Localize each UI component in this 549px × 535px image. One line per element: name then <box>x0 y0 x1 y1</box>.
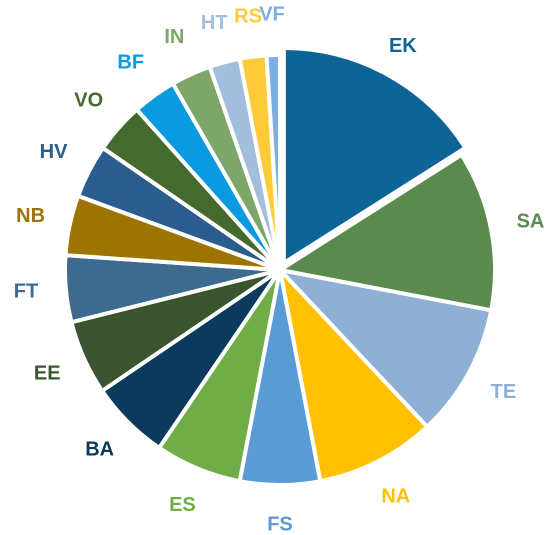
pie-slice <box>274 152 497 313</box>
slice-label: EE <box>34 362 61 384</box>
slice-label: NA <box>381 485 410 507</box>
slice-label: NB <box>16 205 45 227</box>
slice-label: BA <box>85 439 114 461</box>
slice-label: TE <box>491 381 517 403</box>
slice-label: VO <box>74 90 103 112</box>
pie-slice <box>274 266 494 430</box>
pie-slice <box>264 52 282 271</box>
slice-label: EK <box>389 35 417 57</box>
slice-label: ES <box>169 494 196 516</box>
slice-label: SA <box>517 210 545 232</box>
pie-slice <box>281 45 469 267</box>
slice-label: HT <box>201 12 228 34</box>
pie-slice <box>276 263 431 484</box>
slice-label: FT <box>14 281 38 303</box>
slice-label: BF <box>117 52 144 74</box>
slice-label: VF <box>259 3 285 25</box>
slice-label: IN <box>164 26 184 48</box>
slice-label: FS <box>267 513 293 535</box>
slice-label: RS <box>234 5 262 27</box>
slice-label: HV <box>40 141 68 163</box>
